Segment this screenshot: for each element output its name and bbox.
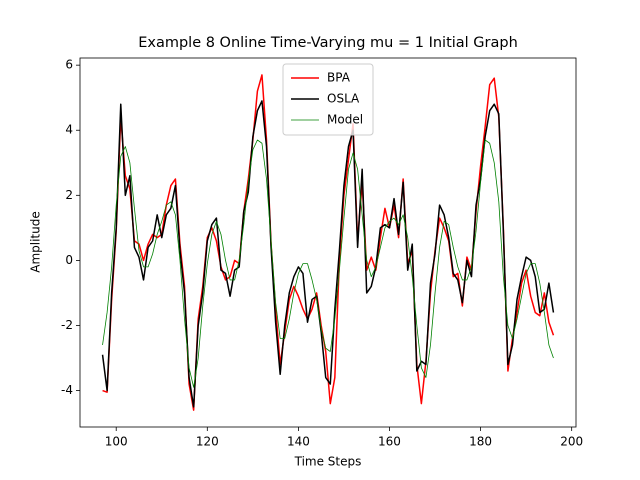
axes-frame <box>79 57 577 428</box>
x-tick-label: 140 <box>287 435 310 449</box>
x-tick-label: 160 <box>378 435 401 449</box>
legend: BPA OSLA Model <box>282 63 374 136</box>
y-tick-label: 4 <box>65 123 73 137</box>
y-tick-label: 6 <box>65 58 73 72</box>
y-axis-label: Amplitude <box>29 211 43 273</box>
y-tick-label: 0 <box>65 253 73 267</box>
series-line <box>102 139 554 388</box>
legend-box <box>282 63 374 136</box>
x-axis-label: Time Steps <box>294 455 362 469</box>
legend-label: BPA <box>327 71 351 85</box>
y-tick-label: -2 <box>61 318 73 332</box>
x-tick-label: 200 <box>560 435 583 449</box>
x-tick-label: 120 <box>196 435 219 449</box>
x-tick-label: 100 <box>105 435 128 449</box>
legend-label: OSLA <box>327 92 360 106</box>
y-tick-label: 2 <box>65 188 73 202</box>
chart-title: Example 8 Online Time-Varying mu = 1 Ini… <box>138 35 518 51</box>
series-line <box>101 100 555 408</box>
x-tick-label: 180 <box>469 435 492 449</box>
legend-label: Model <box>327 113 363 127</box>
y-tick-label: -4 <box>61 383 73 397</box>
